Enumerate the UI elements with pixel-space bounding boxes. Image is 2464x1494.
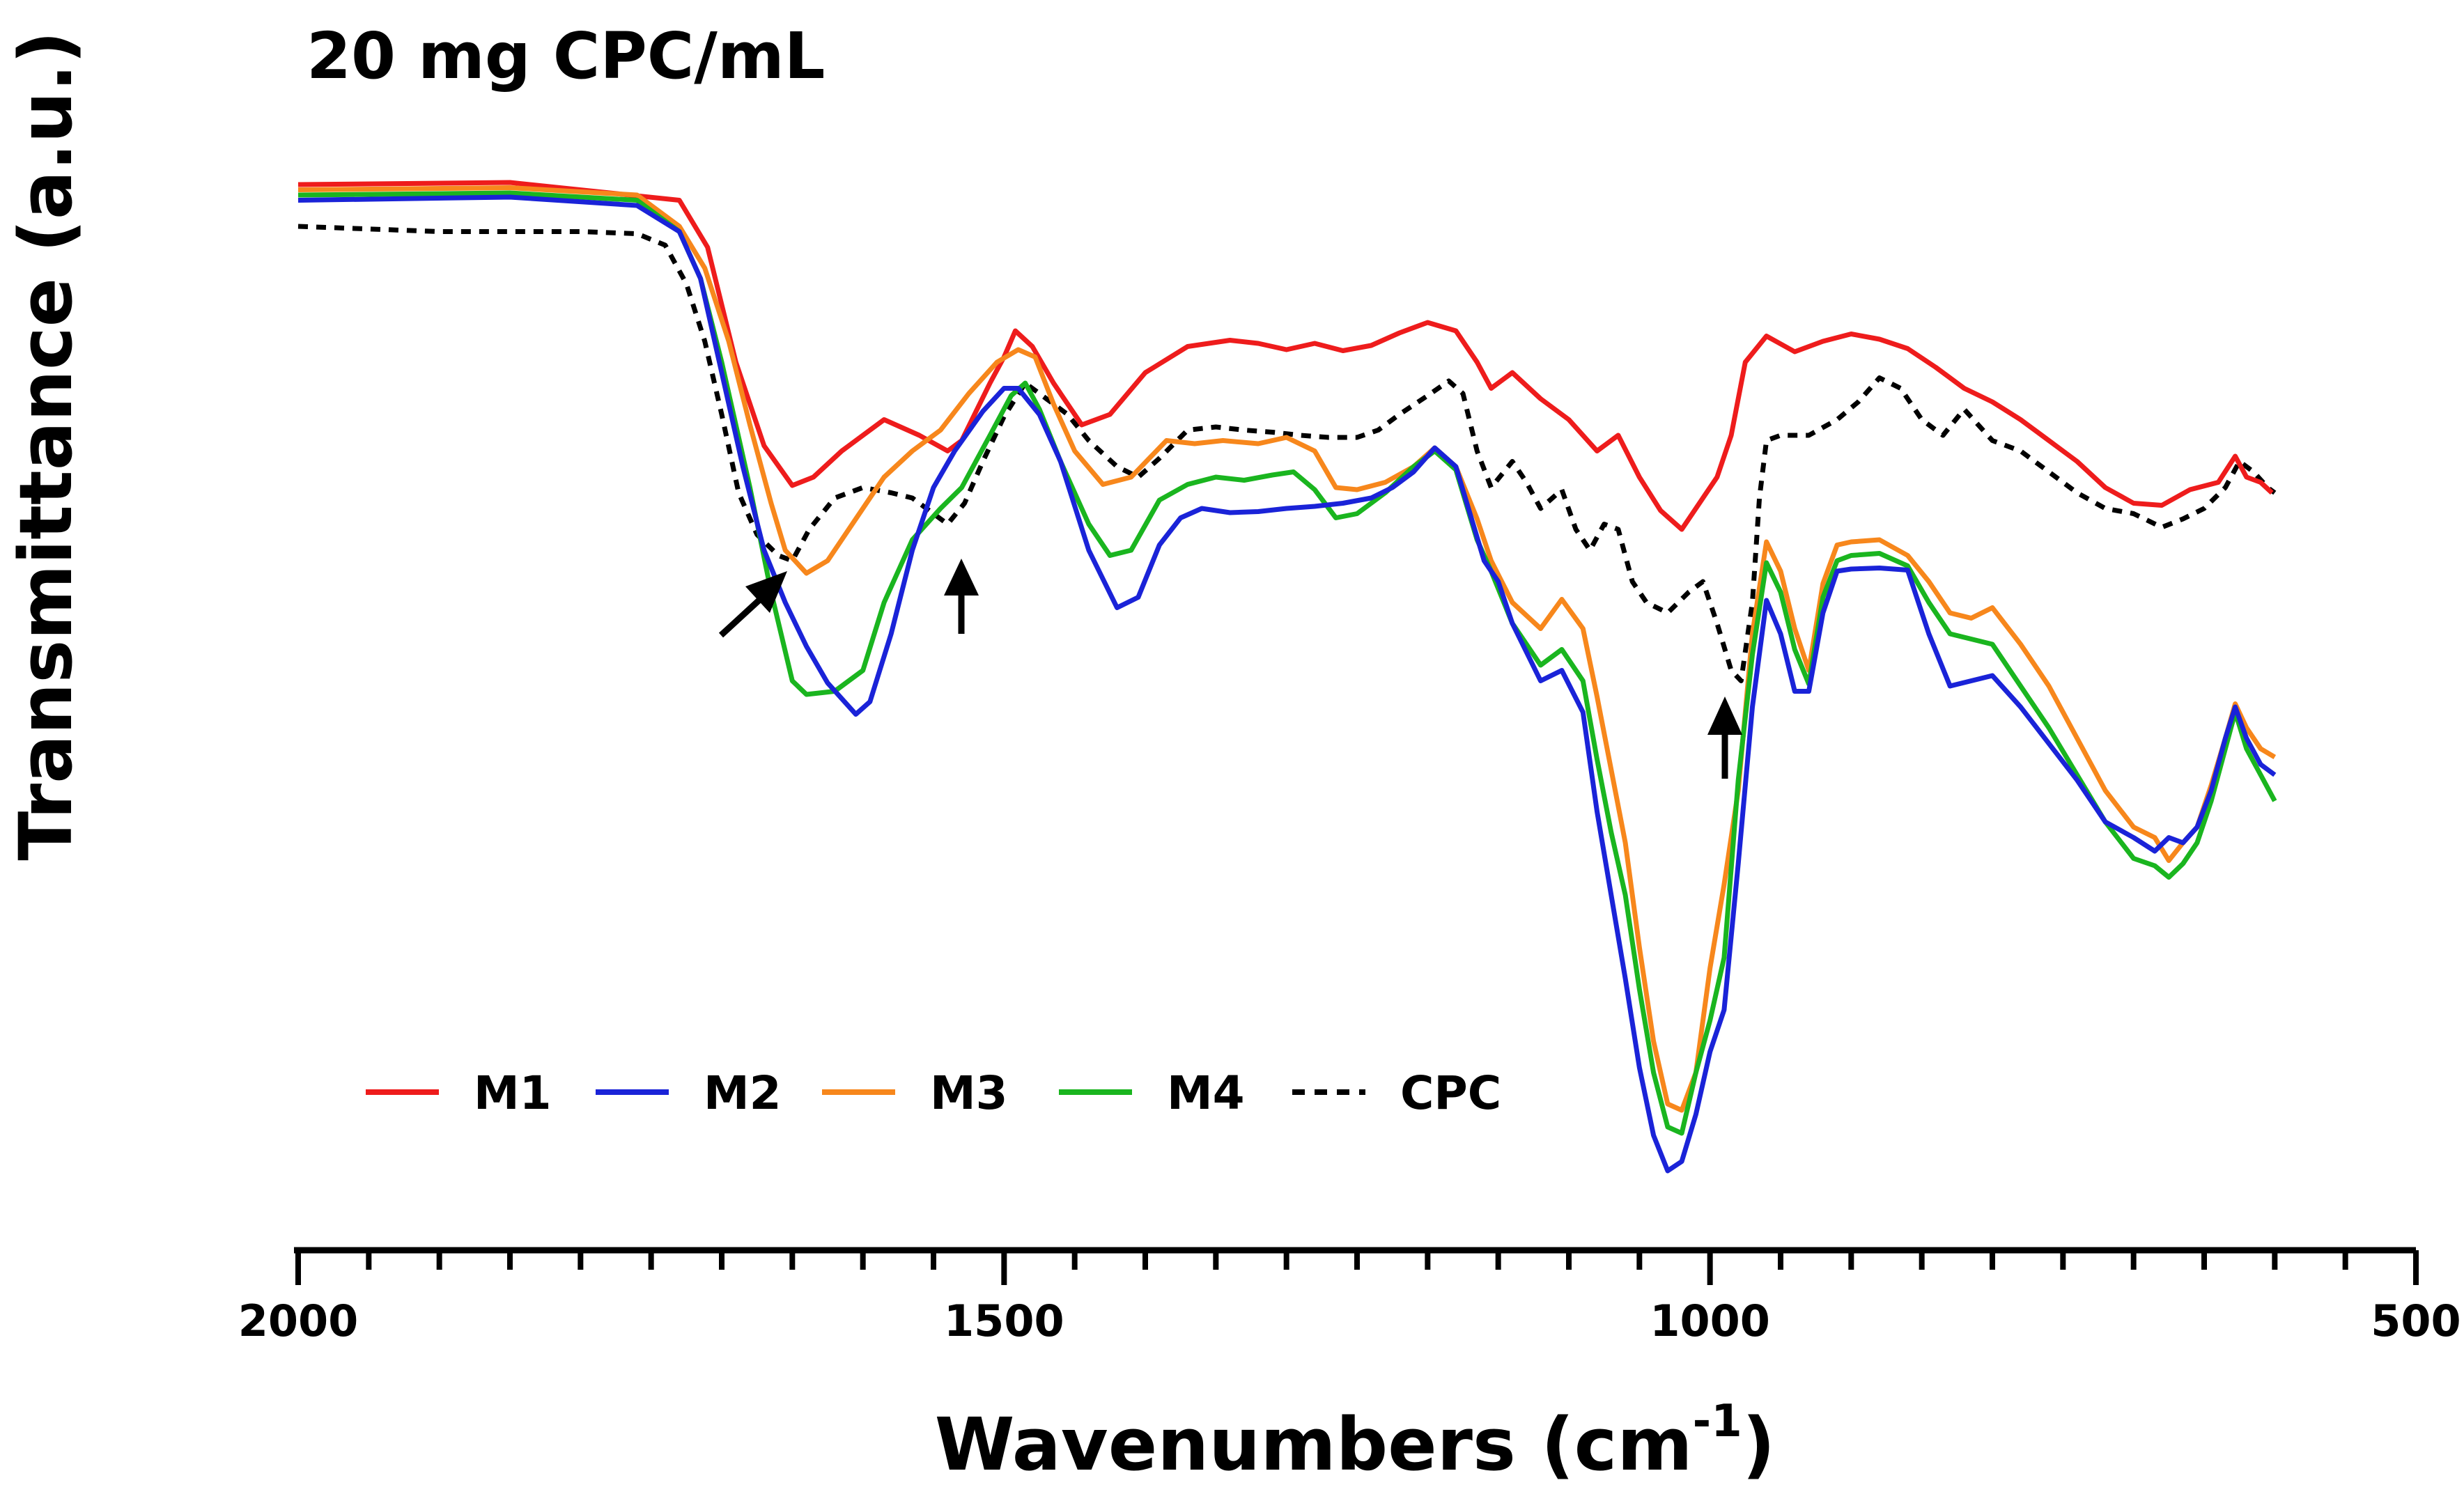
x-tick-label: 1500 <box>944 1295 1064 1346</box>
series-line-m2 <box>297 194 2277 1174</box>
x-tick-label: 1000 <box>1650 1295 1770 1346</box>
arrow-annotation-1 <box>718 571 787 638</box>
series-line-m4 <box>297 190 2277 1136</box>
y-axis-label: Transmittance (a.u.) <box>3 31 88 860</box>
x-axis-label-superscript: -1 <box>1693 1396 1742 1447</box>
annotation-arrows <box>718 559 1742 779</box>
x-axis-ticks: 2000 1500 1000 500 <box>238 1250 2461 1346</box>
legend-label-cpc: CPC <box>1400 1066 1501 1120</box>
legend-label-m4: M4 <box>1167 1066 1245 1120</box>
legend-label-m1: M1 <box>474 1066 552 1120</box>
x-axis-label-main: Wavenumbers (cm <box>935 1402 1693 1487</box>
x-axis-label-close: ) <box>1742 1402 1776 1487</box>
legend-label-m3: M3 <box>930 1066 1008 1120</box>
series-layer <box>297 180 2277 1174</box>
legend: M1 M2 M3 M4 CPC <box>366 1066 1501 1120</box>
legend-label-m2: M2 <box>704 1066 782 1120</box>
arrow-annotation-2 <box>944 559 979 634</box>
x-tick-label: 2000 <box>238 1295 359 1346</box>
arrow-annotation-3 <box>1707 697 1742 779</box>
series-line-m1 <box>297 180 2274 532</box>
x-tick-label: 500 <box>2371 1295 2461 1346</box>
chart-title: 20 mg CPC/mL <box>307 19 825 93</box>
series-line-m3 <box>297 185 2277 1113</box>
x-axis-label: Wavenumbers (cm-1) <box>935 1396 1776 1487</box>
